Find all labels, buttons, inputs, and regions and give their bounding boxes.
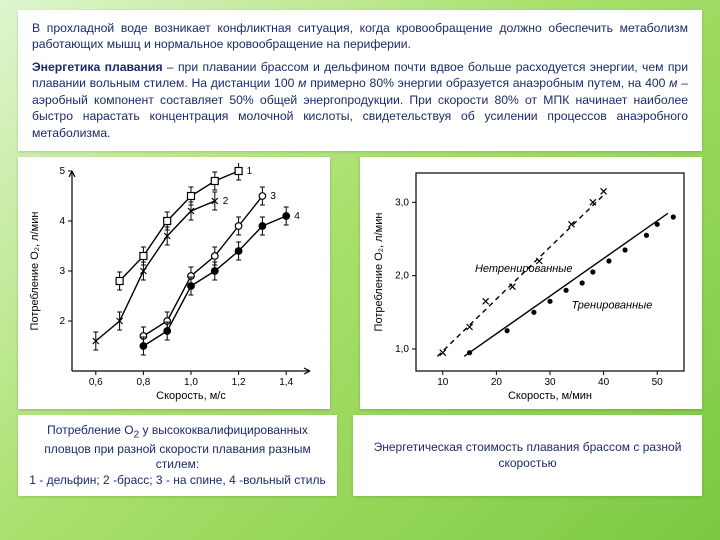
svg-text:3,0: 3,0 [395,198,409,209]
svg-text:4: 4 [294,211,300,222]
svg-text:Скорость, м/мин: Скорость, м/мин [508,390,592,402]
svg-text:3: 3 [270,191,276,202]
captions-row: Потребление О2 у высококвалифицированных… [18,415,702,496]
paragraph-2: Энергетика плавания – при плавании брасс… [32,59,688,141]
svg-text:0,6: 0,6 [89,377,103,388]
paragraph-1: В прохладной воде возникает конфликтная … [32,20,688,53]
svg-text:30: 30 [544,377,556,388]
svg-text:50: 50 [652,377,664,388]
svg-text:1: 1 [247,166,253,177]
svg-text:20: 20 [491,377,503,388]
svg-text:1,4: 1,4 [279,377,293,388]
svg-text:2: 2 [59,316,65,327]
chart-right-svg: 1,0 2,0 3,0 10 20 30 40 50 Потребление О₂, л/мин… [366,163,696,403]
caption-left: Потребление О2 у высококвалифицированных… [18,415,337,496]
svg-text:3: 3 [59,266,65,277]
svg-text:4: 4 [59,216,65,227]
intro-text-block: В прохладной воде возникает конфликтная … [18,10,702,151]
svg-text:2,0: 2,0 [395,271,409,282]
svg-text:40: 40 [598,377,610,388]
svg-text:5: 5 [59,166,65,177]
svg-text:Потребление О₂, л/мин: Потребление О₂, л/мин [29,212,41,331]
svg-text:Скорость, м/с: Скорость, м/с [156,390,226,402]
charts-row: 2 3 4 5 0,6 0,8 1,0 1,2 1,4 Потребление О₂, л/мин… [18,157,702,409]
svg-text:Нетренированные: Нетренированные [475,263,573,275]
chart-right: 1,0 2,0 3,0 10 20 30 40 50 Потребление О₂, л/мин… [360,157,702,409]
svg-text:Тренированные: Тренированные [571,300,652,312]
chart-left-svg: 2 3 4 5 0,6 0,8 1,0 1,2 1,4 Потребление О₂, л/мин… [24,163,324,403]
svg-text:1,2: 1,2 [232,377,246,388]
caption-right: Энергетическая стоимость плавания брассо… [353,415,702,496]
svg-text:1,0: 1,0 [395,344,409,355]
svg-text:10: 10 [437,377,449,388]
svg-text:2: 2 [223,196,229,207]
p2-bold: Энергетика плавания [32,60,163,74]
svg-text:0,8: 0,8 [136,377,150,388]
svg-text:Потребление О₂, л/мин: Потребление О₂, л/мин [373,213,385,332]
chart-left: 2 3 4 5 0,6 0,8 1,0 1,2 1,4 Потребление О₂, л/мин… [18,157,330,409]
svg-text:1,0: 1,0 [184,377,198,388]
